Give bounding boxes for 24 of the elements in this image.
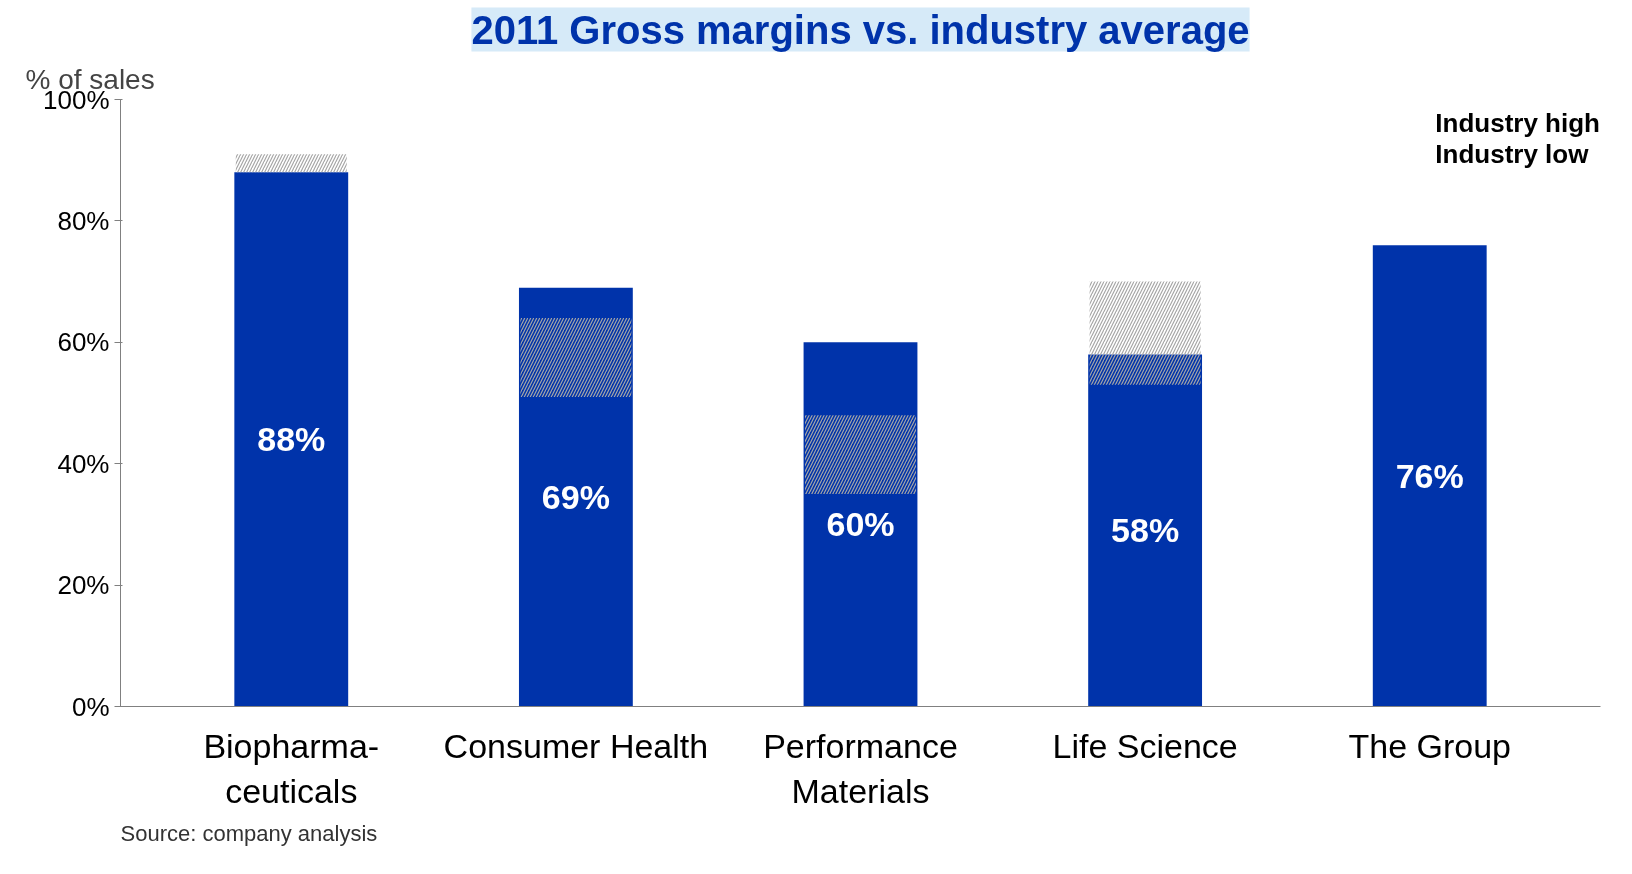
x-tick-label: Life Science — [1052, 726, 1238, 765]
x-tick-label: The Group — [1348, 726, 1511, 765]
data-label: 69% — [541, 478, 610, 517]
x-tick-label: Performance Materials — [763, 726, 958, 811]
data-label: 60% — [826, 505, 895, 544]
y-tick-label: 60% — [57, 327, 110, 358]
bar — [1372, 245, 1487, 707]
bar — [805, 415, 916, 495]
text: Industry high Industry low — [1435, 108, 1600, 170]
bar — [1089, 281, 1201, 385]
bar — [520, 318, 632, 397]
data-label: 58% — [1111, 511, 1180, 550]
data-label: 88% — [257, 420, 326, 459]
data-label: 76% — [1395, 456, 1464, 495]
x-tick-label: Biopharma- ceuticals — [203, 726, 380, 811]
source-note: Source: company analysis — [120, 820, 378, 846]
bar — [235, 154, 347, 173]
y-tick-label: 20% — [57, 570, 110, 601]
y-tick-label: 80% — [57, 205, 110, 236]
y-tick-label: 0% — [71, 691, 110, 722]
x-tick-label: Consumer Health — [443, 726, 709, 765]
y-tick-label: 40% — [57, 448, 110, 479]
bar — [234, 172, 349, 707]
chart-title: 2011 Gross margins vs. industry average — [471, 7, 1250, 52]
